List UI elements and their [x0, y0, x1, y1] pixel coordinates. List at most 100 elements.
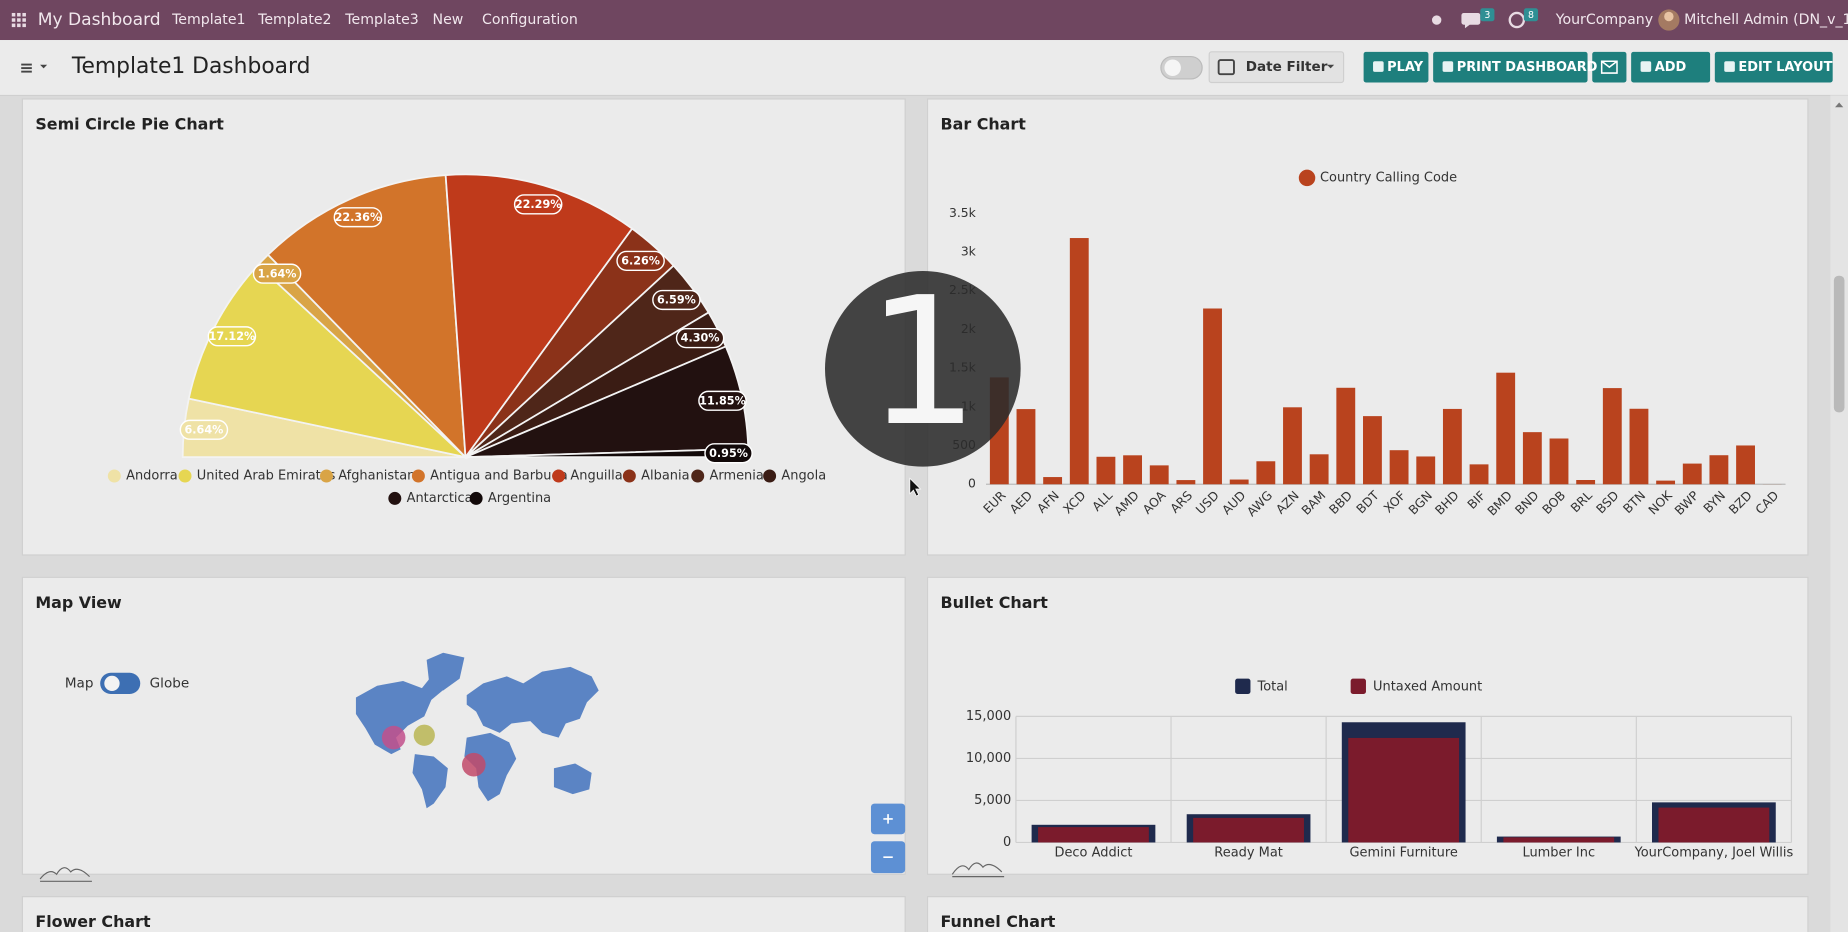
- date-filter-button[interactable]: [1208, 51, 1345, 84]
- legend-label[interactable]: Antarctica: [407, 491, 473, 506]
- bar[interactable]: [1096, 456, 1116, 485]
- menu-item[interactable]: Template3: [344, 12, 418, 28]
- bar[interactable]: [1629, 408, 1649, 485]
- toolbar-button[interactable]: [1631, 51, 1711, 83]
- user-menu[interactable]: Mitchell Admin (DN_v_16): [1684, 12, 1848, 28]
- panel-title: Bar Chart: [941, 114, 1027, 133]
- debug-icon[interactable]: [1431, 15, 1442, 25]
- bar[interactable]: [1442, 408, 1462, 485]
- menu-item[interactable]: Template2: [257, 12, 331, 28]
- bar[interactable]: [1123, 455, 1143, 485]
- bar[interactable]: [1176, 480, 1196, 485]
- pie-value-label: 6.59%: [657, 294, 696, 307]
- legend-label[interactable]: Argentina: [488, 491, 551, 506]
- y-tick-label: 0: [1003, 835, 1011, 850]
- map-bubble[interactable]: [462, 752, 486, 777]
- legend-swatch: [691, 469, 705, 483]
- map-toggle-knob: [104, 675, 120, 692]
- bar[interactable]: [1309, 454, 1329, 485]
- pie-slice[interactable]: [266, 174, 467, 460]
- company-switcher[interactable]: YourCompany: [1555, 12, 1653, 28]
- pie-value-label: 22.36%: [335, 211, 382, 224]
- activity-icon[interactable]: [1508, 11, 1526, 29]
- legend-swatch: [107, 469, 121, 483]
- x-tick-label: YourCompany, Joel Willis: [1634, 846, 1794, 861]
- apps-icon[interactable]: [11, 12, 26, 28]
- scrollbar-track: [1830, 95, 1848, 932]
- toolbar-button[interactable]: [1433, 51, 1588, 83]
- menu-item[interactable]: Configuration: [482, 12, 578, 28]
- eurasia: [466, 666, 599, 738]
- bar[interactable]: [1389, 450, 1409, 485]
- bar[interactable]: [1043, 477, 1063, 485]
- bar[interactable]: [1522, 432, 1542, 485]
- bar[interactable]: [1496, 372, 1516, 485]
- bar[interactable]: [1656, 480, 1676, 485]
- messages-icon[interactable]: [1461, 12, 1481, 29]
- bar[interactable]: [1149, 465, 1169, 485]
- scrollbar-thumb[interactable]: [1833, 275, 1845, 413]
- legend-label[interactable]: Country Calling Code: [1320, 170, 1457, 185]
- bar[interactable]: [1283, 407, 1302, 485]
- x-tick-label: Ready Mat: [1214, 846, 1283, 861]
- bullet-bar[interactable]: [1038, 827, 1149, 843]
- bar[interactable]: [1336, 387, 1356, 485]
- legend-label[interactable]: Afghanistan: [338, 469, 415, 484]
- legend-label[interactable]: Angola: [781, 469, 826, 484]
- menu-item[interactable]: New: [433, 12, 464, 28]
- bar[interactable]: [1256, 461, 1276, 485]
- legend-swatch: [319, 469, 333, 483]
- bar[interactable]: [1709, 455, 1729, 485]
- bullet-bar[interactable]: [1658, 807, 1770, 843]
- legend-label[interactable]: Albania: [641, 469, 689, 484]
- filter-menu-icon[interactable]: [21, 63, 48, 73]
- pie-slice[interactable]: [444, 173, 634, 460]
- legend-swatch: [469, 491, 483, 505]
- legend-label[interactable]: Andorra: [126, 469, 178, 484]
- bar[interactable]: [1602, 388, 1622, 485]
- bar[interactable]: [1203, 308, 1222, 485]
- map-toggle-right: Globe: [150, 675, 189, 691]
- bar[interactable]: [1416, 456, 1436, 485]
- menu-item[interactable]: Template1: [171, 12, 245, 28]
- scroll-up[interactable]: [1835, 102, 1844, 108]
- world-map[interactable]: [355, 652, 599, 809]
- button-icon: [1640, 61, 1652, 72]
- legend-label[interactable]: United Arab Emirates: [197, 469, 336, 484]
- bullet-bar[interactable]: [1503, 837, 1615, 843]
- bar[interactable]: [1576, 480, 1596, 485]
- bar[interactable]: [1069, 238, 1089, 485]
- dashboard-title: Template1 Dashboard: [71, 54, 311, 79]
- toolbar-button[interactable]: [1714, 51, 1833, 83]
- bar[interactable]: [1736, 445, 1755, 485]
- bar[interactable]: [1469, 464, 1489, 485]
- bar[interactable]: [1363, 416, 1382, 485]
- mouse-cursor: [909, 477, 922, 497]
- bar[interactable]: [1682, 463, 1702, 485]
- bar[interactable]: [1016, 409, 1036, 485]
- pie-value-label: 17.12%: [209, 330, 256, 343]
- bar[interactable]: [1549, 438, 1569, 485]
- legend-label[interactable]: Armenia: [710, 469, 764, 484]
- toolbar-button[interactable]: [1363, 51, 1429, 83]
- map-bubble[interactable]: [381, 725, 406, 750]
- legend-label[interactable]: Untaxed Amount: [1373, 679, 1482, 694]
- app-name[interactable]: My Dashboard: [38, 10, 161, 30]
- legend-label[interactable]: Antigua and Barbuda: [430, 469, 567, 484]
- panel-title: Map View: [35, 593, 122, 612]
- australia: [553, 763, 592, 795]
- map-bubble[interactable]: [413, 724, 435, 746]
- legend-label[interactable]: Total: [1257, 679, 1288, 694]
- legend-swatch: [388, 491, 402, 505]
- pie-label-bg: [616, 250, 665, 272]
- activity-badge-bg: [1523, 8, 1539, 22]
- bullet-bar[interactable]: [1193, 817, 1304, 843]
- pie-value-label: 11.85%: [699, 394, 746, 407]
- bullet-bar[interactable]: [1348, 737, 1460, 843]
- dashboard-panel: [21, 896, 906, 932]
- bar[interactable]: [1229, 479, 1249, 485]
- legend-label[interactable]: Anguilla: [570, 469, 622, 484]
- pie-value-label: 0.95%: [709, 447, 748, 460]
- pie-label-bg: [179, 419, 229, 440]
